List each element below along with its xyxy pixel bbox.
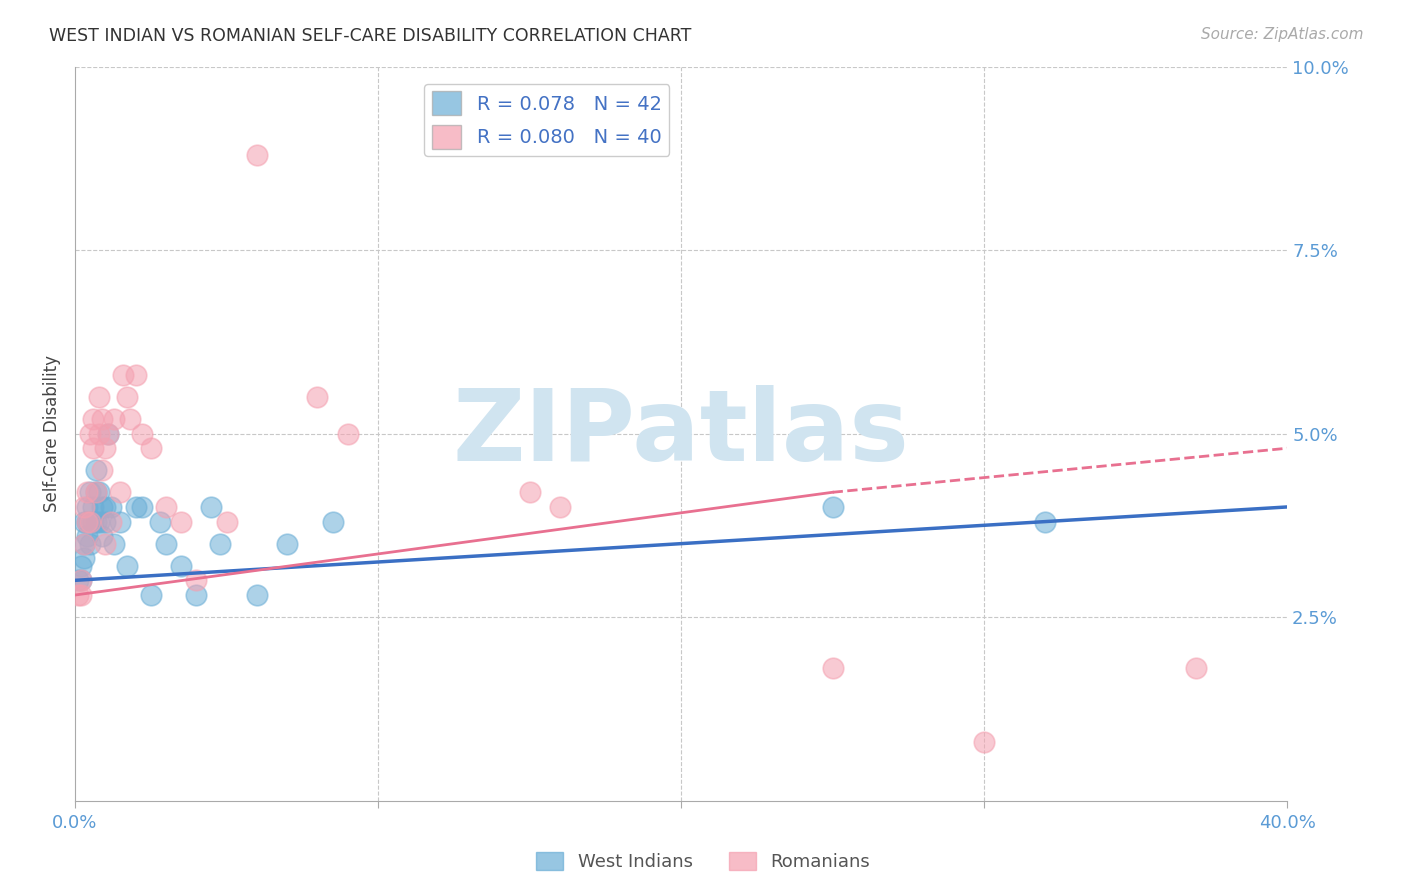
Point [1185,661,1208,675]
Point [91,412,114,426]
Point [131,426,153,441]
Point [103,536,125,550]
Point [97,426,120,441]
Point [76,529,98,543]
Point [548,500,571,514]
Point [82,515,104,529]
Point [70,588,93,602]
Point [118,412,141,426]
Point [336,426,359,441]
Point [100,500,122,514]
Point [131,500,153,514]
Point [89,426,111,441]
Point [79,536,101,550]
Point [94,442,117,456]
Point [67,574,90,588]
Point [115,390,138,404]
Point [139,588,162,602]
Point [89,390,111,404]
Point [124,500,146,514]
Point [73,551,96,566]
Point [155,500,177,514]
Y-axis label: Self-Care Disability: Self-Care Disability [44,355,60,512]
Legend: R = 0.078   N = 42, R = 0.080   N = 40: R = 0.078 N = 42, R = 0.080 N = 40 [425,84,669,156]
Point [149,515,172,529]
Point [307,390,329,404]
Point [82,412,104,426]
Point [276,536,298,550]
Point [246,588,269,602]
Text: ZIPatlas: ZIPatlas [453,385,910,482]
Point [94,515,117,529]
Point [246,147,269,161]
Point [79,515,101,529]
Point [1033,515,1056,529]
Point [139,442,162,456]
Point [89,515,111,529]
Point [94,500,117,514]
Point [73,500,96,514]
Point [209,536,232,550]
Point [110,515,132,529]
Legend: West Indians, Romanians: West Indians, Romanians [529,845,877,879]
Point [73,515,96,529]
Point [94,536,117,550]
Point [70,574,93,588]
Point [70,574,93,588]
Point [89,485,111,500]
Point [186,588,208,602]
Point [76,500,98,514]
Point [124,368,146,382]
Point [91,529,114,543]
Point [200,500,222,514]
Point [110,485,132,500]
Point [322,515,344,529]
Point [76,515,98,529]
Point [215,515,238,529]
Point [79,485,101,500]
Point [519,485,541,500]
Point [76,515,98,529]
Point [82,500,104,514]
Point [97,426,120,441]
Text: Source: ZipAtlas.com: Source: ZipAtlas.com [1201,27,1364,42]
Point [73,536,96,550]
Point [112,368,135,382]
Point [79,515,101,529]
Point [84,485,107,500]
Point [821,661,844,675]
Point [82,442,104,456]
Point [973,735,995,749]
Point [186,574,208,588]
Point [73,536,96,550]
Point [76,485,98,500]
Point [170,558,193,573]
Point [84,463,107,477]
Point [79,426,101,441]
Point [70,558,93,573]
Point [91,463,114,477]
Text: WEST INDIAN VS ROMANIAN SELF-CARE DISABILITY CORRELATION CHART: WEST INDIAN VS ROMANIAN SELF-CARE DISABI… [49,27,692,45]
Point [91,500,114,514]
Point [115,558,138,573]
Point [84,485,107,500]
Point [170,515,193,529]
Point [155,536,177,550]
Point [84,515,107,529]
Point [821,500,844,514]
Point [103,412,125,426]
Point [100,515,122,529]
Point [67,588,90,602]
